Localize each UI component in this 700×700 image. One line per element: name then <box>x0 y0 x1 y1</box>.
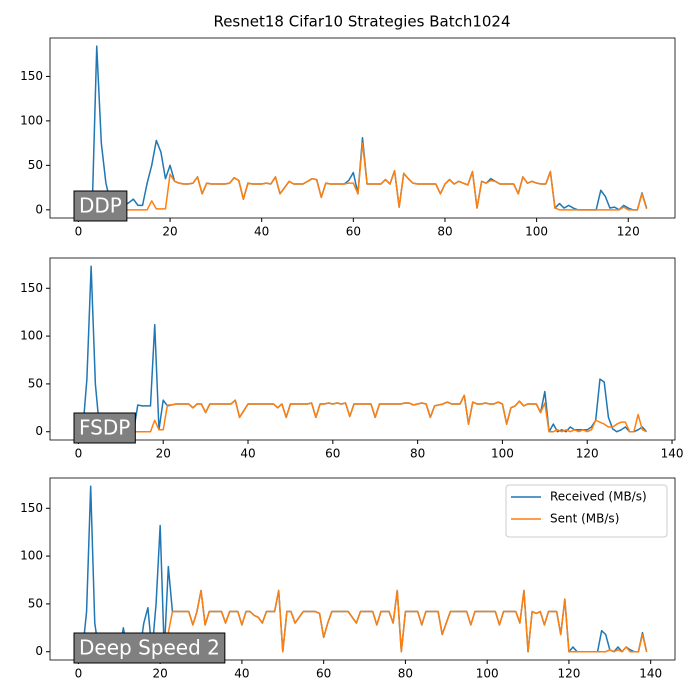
x-tick-label: 60 <box>316 667 331 681</box>
x-tick-label: 120 <box>576 447 599 461</box>
y-tick-label: 0 <box>35 202 43 216</box>
x-tick-label: 40 <box>234 667 249 681</box>
x-tick-label: 140 <box>639 667 662 681</box>
legend-label: Received (MB/s) <box>550 490 647 504</box>
y-tick-label: 50 <box>28 158 43 172</box>
y-tick-label: 50 <box>28 376 43 390</box>
y-tick-label: 150 <box>20 501 43 515</box>
annotation-box <box>73 632 226 664</box>
x-tick-label: 0 <box>75 447 83 461</box>
x-tick-label: 20 <box>162 225 177 239</box>
legend-box <box>505 484 668 538</box>
y-tick-label: 100 <box>20 549 43 563</box>
figure-title: Resnet18 Cifar10 Strategies Batch1024 <box>213 13 510 31</box>
axes-frame <box>49 477 676 661</box>
x-tick-label: 40 <box>240 447 255 461</box>
annotation-box <box>73 190 128 222</box>
axes-frame <box>49 37 676 219</box>
annotation: FSDP <box>79 416 130 440</box>
x-tick-label: 40 <box>254 225 269 239</box>
data-line <box>78 394 647 433</box>
x-tick-label: 60 <box>325 447 340 461</box>
x-tick-label: 80 <box>410 447 425 461</box>
x-tick-label: 80 <box>437 225 452 239</box>
x-tick-label: 20 <box>153 667 168 681</box>
y-tick-label: 100 <box>20 329 43 343</box>
y-tick-label: 150 <box>20 69 43 83</box>
x-tick-label: 0 <box>75 667 83 681</box>
y-tick-label: 50 <box>28 596 43 610</box>
x-tick-label: 80 <box>398 667 413 681</box>
annotation: Deep Speed 2 <box>79 636 220 660</box>
x-tick-label: 120 <box>557 667 580 681</box>
x-tick-label: 100 <box>525 225 548 239</box>
x-tick-label: 100 <box>476 667 499 681</box>
x-tick-label: 120 <box>617 225 640 239</box>
y-tick-label: 100 <box>20 113 43 127</box>
data-line <box>78 589 648 653</box>
y-tick-label: 150 <box>20 281 43 295</box>
annotation-box <box>73 412 136 444</box>
legend-label: Sent (MB/s) <box>550 512 619 526</box>
x-tick-label: 60 <box>346 225 361 239</box>
data-line <box>78 142 648 211</box>
y-tick-label: 0 <box>35 644 43 658</box>
y-tick-label: 0 <box>35 424 43 438</box>
x-tick-label: 20 <box>156 447 171 461</box>
x-tick-label: 140 <box>661 447 684 461</box>
x-tick-label: 0 <box>75 225 83 239</box>
x-tick-label: 100 <box>491 447 514 461</box>
annotation: DDP <box>79 194 122 218</box>
axes-frame <box>49 257 676 441</box>
